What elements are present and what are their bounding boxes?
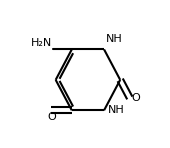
Text: NH: NH (106, 34, 122, 44)
Text: O: O (47, 112, 56, 122)
Text: H₂N: H₂N (31, 38, 52, 48)
Text: NH: NH (108, 105, 124, 115)
Text: O: O (131, 93, 140, 103)
